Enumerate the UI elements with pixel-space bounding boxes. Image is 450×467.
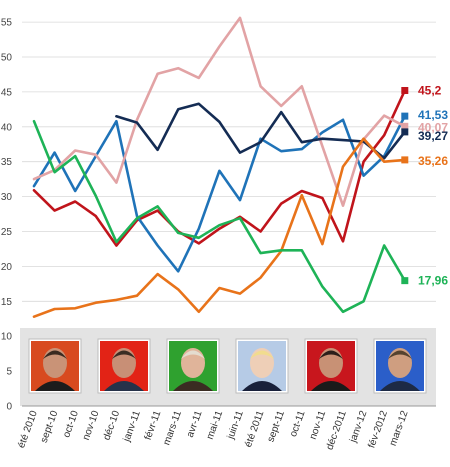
x-tick-label: nov-11 <box>308 409 329 441</box>
y-tick-label: 40 <box>1 122 13 133</box>
portrait-photo <box>97 338 151 394</box>
portrait-photo <box>166 338 220 394</box>
y-tick-label: 30 <box>1 192 13 203</box>
x-tick-label: oct-11 <box>288 409 308 439</box>
portrait-row <box>28 338 427 394</box>
portrait-photo <box>373 338 427 394</box>
series-end-marker <box>401 128 409 136</box>
series-end-label: 17,96 <box>418 274 448 288</box>
x-tick-label: avr-11 <box>185 409 205 439</box>
series-end-label: 39,27 <box>418 129 448 143</box>
x-tick-label: janv-11 <box>121 409 143 444</box>
x-tick-label: mars-11 <box>161 409 184 447</box>
portrait-photo <box>235 338 289 394</box>
series-line <box>115 102 407 160</box>
series-line <box>32 137 407 318</box>
series-line <box>32 89 407 247</box>
x-tick-label: janv-12 <box>348 409 370 445</box>
x-tick-label: sept-11 <box>266 409 288 444</box>
x-tick-label: oct-10 <box>61 409 81 439</box>
y-tick-label: 35 <box>1 157 13 168</box>
series-end-marker <box>401 156 409 164</box>
series-end-label: 40,07 <box>418 120 448 134</box>
grid <box>22 21 436 372</box>
series-end-label: 45,2 <box>418 84 442 98</box>
portrait-strip <box>20 328 436 406</box>
series-end-marker <box>401 87 409 95</box>
x-tick-label: juin-11 <box>225 409 246 442</box>
series-end-label: 41,53 <box>418 108 448 122</box>
series-lines <box>32 16 409 318</box>
portrait-photo <box>304 338 358 394</box>
x-tick-label: mai-11 <box>205 409 226 441</box>
series-end-marker <box>401 122 409 130</box>
series-line <box>32 16 407 207</box>
y-tick-label: 0 <box>6 402 12 413</box>
x-tick-label: été 2011 <box>243 409 267 449</box>
series-line <box>32 119 407 314</box>
series-end-marker <box>401 112 409 120</box>
series-end-marker <box>401 277 409 285</box>
y-tick-label: 5 <box>6 367 12 378</box>
x-tick-label: févr-11 <box>143 409 164 442</box>
y-tick-label: 15 <box>1 297 13 308</box>
x-tick-label: fév-2012 <box>366 409 390 450</box>
y-tick-label: 20 <box>1 262 13 273</box>
x-tick-label: déc-10 <box>101 409 122 442</box>
y-tick-label: 50 <box>1 53 13 64</box>
y-tick-label: 10 <box>1 332 13 343</box>
x-tick-label: sept-10 <box>39 409 61 445</box>
portrait-photo <box>28 338 82 394</box>
x-tick-label: déc-2011 <box>324 409 348 452</box>
y-tick-label: 45 <box>1 87 13 98</box>
y-tick-label: 25 <box>1 227 13 238</box>
y-tick-label: 55 <box>1 18 13 29</box>
series-end-label: 35,26 <box>418 154 448 168</box>
x-tick-label: mars-12 <box>388 409 411 448</box>
x-tick-label: nov-10 <box>81 409 102 442</box>
x-tick-label: été 2010 <box>16 409 40 450</box>
